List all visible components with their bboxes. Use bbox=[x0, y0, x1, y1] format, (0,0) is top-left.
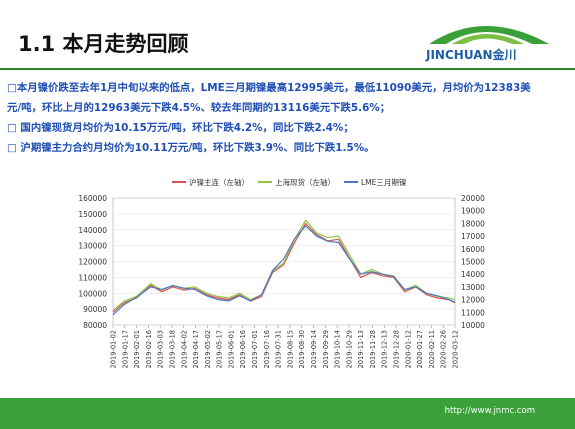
x-tick-label: 2019-10-14 bbox=[334, 330, 342, 368]
x-tick-label: 2019-03-03 bbox=[157, 330, 165, 368]
x-tick-label: 2019-05-17 bbox=[216, 330, 224, 368]
series-line bbox=[112, 225, 456, 316]
x-tick-label: 2019-11-28 bbox=[369, 330, 377, 368]
x-tick-label: 2019-06-16 bbox=[239, 330, 247, 368]
footer-url[interactable]: http://www.jnmc.com bbox=[444, 406, 535, 416]
y-right-tick-label: 12000 bbox=[461, 296, 485, 305]
x-tick-label: 2019-09-14 bbox=[310, 330, 318, 368]
x-tick-label: 2020-02-11 bbox=[428, 330, 436, 368]
y-left-tick-label: 130000 bbox=[78, 242, 107, 251]
y-right-tick-label: 20000 bbox=[461, 194, 485, 203]
x-tick-label: 2019-04-02 bbox=[180, 330, 188, 368]
x-tick-label: 2020-02-26 bbox=[440, 330, 448, 368]
y-right-tick-label: 17000 bbox=[461, 232, 485, 241]
bullet-line: □ 沪期镍主力合约月均价为10.11万元/吨，环比下跌3.9%、同比下跌1.5%… bbox=[7, 142, 375, 154]
y-left-tick-label: 80000 bbox=[83, 321, 107, 330]
y-left-tick-label: 110000 bbox=[78, 273, 107, 282]
x-tick-label: 2019-02-01 bbox=[133, 330, 141, 368]
header-rule bbox=[0, 68, 575, 70]
x-tick-label: 2019-03-18 bbox=[168, 330, 176, 368]
series-line bbox=[112, 222, 456, 313]
y-right-tick-label: 19000 bbox=[461, 207, 485, 216]
bullet-line: 元/吨，环比上月的12963美元下跌4.5%、较去年同期的13116美元下跌5.… bbox=[7, 102, 391, 114]
y-left-tick-label: 100000 bbox=[78, 289, 107, 298]
y-left-tick-label: 90000 bbox=[83, 305, 107, 314]
bullet-line: □本月镍价跌至去年1月中旬以来的低点，LME三月期镍最高12995美元，最低11… bbox=[7, 82, 531, 94]
x-tick-label: 2019-07-01 bbox=[251, 330, 259, 368]
header: 1.1 本月走势回顾 JINCHUAN金川 bbox=[0, 0, 575, 70]
x-tick-label: 2019-07-31 bbox=[275, 330, 283, 368]
y-right-tick-label: 14000 bbox=[461, 270, 485, 279]
x-tick-label: 2019-01-17 bbox=[121, 330, 129, 368]
y-right-tick-label: 15000 bbox=[461, 258, 485, 267]
y-left-tick-label: 160000 bbox=[78, 194, 107, 203]
legend-label: 沪镍主连（左轴） bbox=[189, 177, 249, 187]
footer: http://www.jnmc.com bbox=[0, 398, 575, 429]
page-title: 1.1 本月走势回顾 bbox=[18, 32, 189, 56]
x-tick-label: 2019-09-29 bbox=[322, 330, 330, 368]
x-tick-label: 2019-08-30 bbox=[298, 330, 306, 368]
bullet-line: □ 国内镍现货月均价为10.15万元/吨，环比下跌4.2%，同比下跌2.4%； bbox=[7, 122, 354, 134]
x-tick-label: 2019-12-13 bbox=[381, 330, 389, 368]
y-right-tick-label: 18000 bbox=[461, 219, 485, 228]
brand-logo bbox=[429, 26, 549, 44]
legend-label: 上海现货（左轴） bbox=[275, 177, 335, 187]
summary-bullets: □本月镍价跌至去年1月中旬以来的低点，LME三月期镍最高12995美元，最低11… bbox=[7, 78, 573, 158]
x-tick-label: 2019-02-16 bbox=[145, 330, 153, 368]
y-left-tick-label: 140000 bbox=[78, 226, 107, 235]
x-tick-label: 2019-01-02 bbox=[110, 330, 118, 368]
x-tick-label: 2020-03-12 bbox=[452, 330, 460, 368]
x-tick-label: 2019-04-17 bbox=[192, 330, 200, 368]
y-right-tick-label: 10000 bbox=[461, 321, 485, 330]
y-right-tick-label: 11000 bbox=[461, 308, 485, 317]
price-chart: 80000 90000 100000 110000 120000 130000 140000… bbox=[78, 177, 485, 368]
legend-label: LME三月期镍 bbox=[361, 177, 407, 187]
y-right-tick-label: 16000 bbox=[461, 245, 485, 254]
x-tick-label: 2019-12-28 bbox=[393, 330, 401, 368]
x-tick-label: 2019-07-16 bbox=[263, 330, 271, 368]
x-tick-label: 2019-08-15 bbox=[286, 330, 294, 368]
y-left-tick-label: 150000 bbox=[78, 210, 107, 219]
x-tick-label: 2019-11-13 bbox=[357, 330, 365, 368]
y-left-tick-label: 120000 bbox=[78, 258, 107, 267]
x-tick-label: 2019-05-02 bbox=[204, 330, 212, 368]
brand-name: JINCHUAN金川 bbox=[426, 48, 517, 62]
x-tick-label: 2019-06-01 bbox=[227, 330, 235, 368]
x-tick-label: 2020-01-12 bbox=[404, 330, 412, 368]
x-tick-label: 2020-01-27 bbox=[416, 330, 424, 368]
series-line bbox=[112, 219, 456, 312]
y-right-tick-label: 13000 bbox=[461, 283, 485, 292]
x-tick-label: 2019-10-29 bbox=[345, 330, 353, 368]
